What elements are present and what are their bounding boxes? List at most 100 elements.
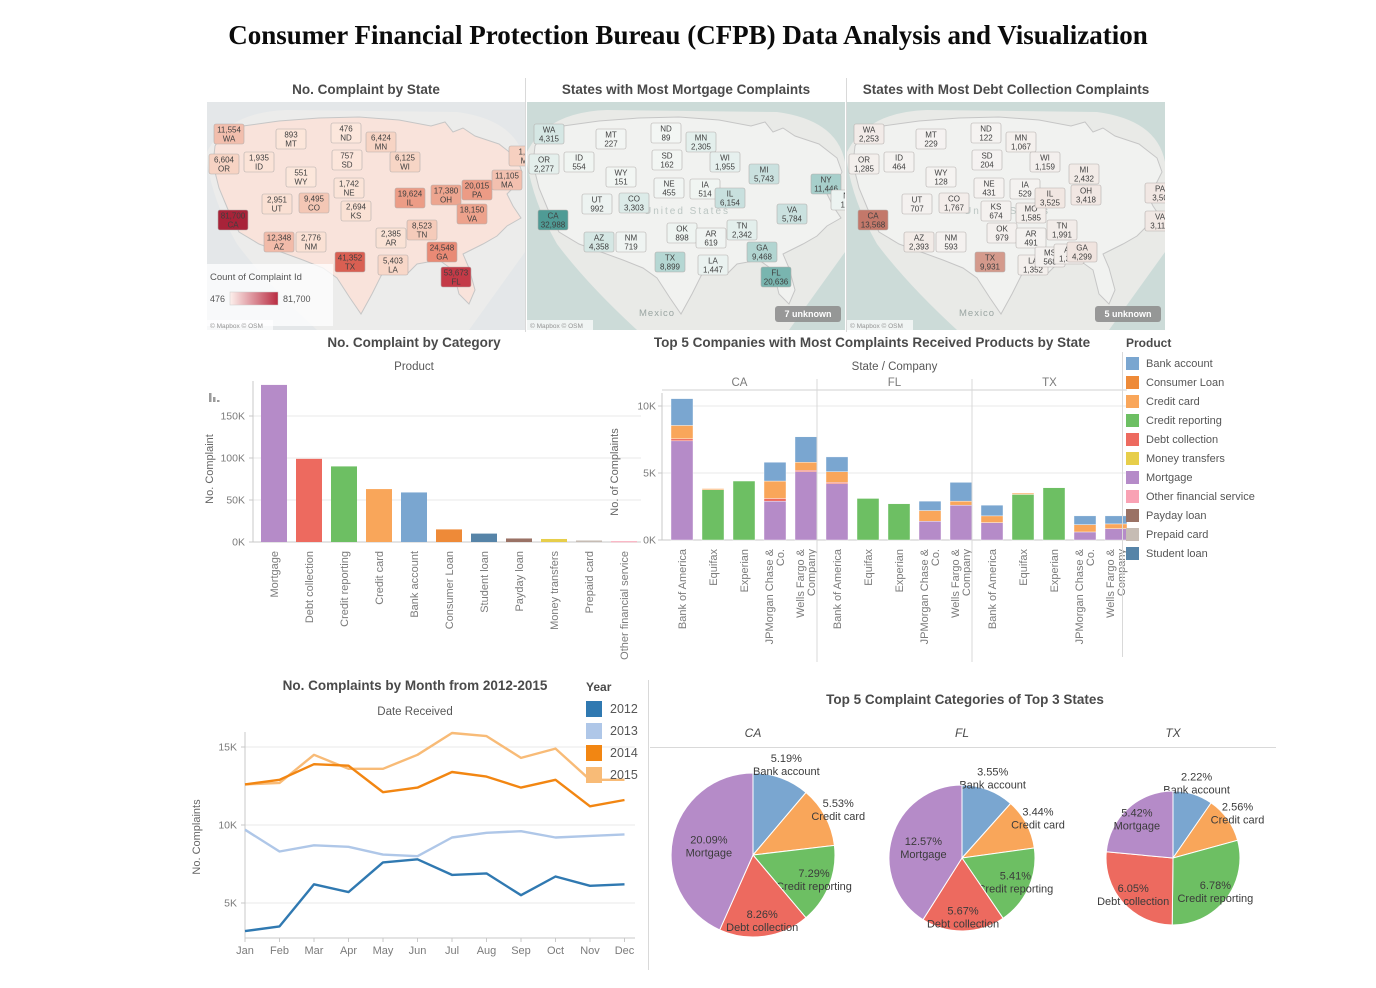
state-VA[interactable]: VA3,116 (1144, 210, 1165, 232)
legend-item-2015[interactable]: 2015 (586, 764, 656, 786)
legend-item-credit_reporting[interactable]: Credit reporting (1126, 411, 1376, 430)
legend-item-student_loan[interactable]: Student loan (1126, 544, 1376, 563)
slice-debt_collection[interactable] (922, 857, 1004, 932)
state-TX[interactable]: TX9,931 (974, 251, 1006, 273)
state-CO[interactable]: CO1,767 (938, 192, 970, 214)
legend-item-other_financial_service[interactable]: Other financial service (1126, 487, 1376, 506)
segment-bank_account[interactable] (670, 398, 694, 426)
bar-credit_card[interactable] (366, 489, 392, 542)
bar-mortgage[interactable] (261, 384, 287, 542)
legend-item-payday_loan[interactable]: Payday loan (1126, 506, 1376, 525)
state-WA[interactable]: WA2,253 (853, 123, 885, 145)
segment-credit_reporting[interactable] (887, 503, 911, 541)
legend-item-bank_account[interactable]: Bank account (1126, 354, 1376, 373)
state-PA[interactable]: PA3,50 (1144, 182, 1165, 204)
bar-bank_account[interactable] (401, 492, 427, 542)
bar-money_transfers[interactable] (541, 538, 567, 542)
slice-credit_reporting[interactable] (1171, 839, 1241, 926)
state-CO[interactable]: CO3,303 (618, 192, 650, 214)
legend-item-money_transfers[interactable]: Money transfers (1126, 449, 1376, 468)
segment-mortgage[interactable] (1073, 531, 1097, 541)
segment-mortgage[interactable] (1104, 528, 1128, 541)
bar-debt_collection[interactable] (296, 458, 322, 542)
state-MI[interactable]: MI5,743 (748, 163, 780, 185)
segment-bank_account[interactable] (918, 500, 942, 511)
slice-credit_card[interactable] (751, 791, 835, 856)
state-AZ[interactable]: AZ2,393 (903, 231, 935, 253)
state-WI[interactable]: WI1,955 (709, 151, 741, 173)
state-OH[interactable]: OH3,418 (1070, 184, 1102, 206)
state-MN[interactable]: MN1,067 (1005, 131, 1037, 153)
segment-mortgage[interactable] (670, 440, 694, 541)
slice-credit_reporting[interactable] (752, 844, 836, 919)
unknown-badge[interactable]: 5 unknown (1095, 306, 1161, 322)
segment-credit_card[interactable] (949, 500, 973, 506)
legend-item-prepaid_card[interactable]: Prepaid card (1126, 525, 1376, 544)
segment-credit_reporting[interactable] (1011, 494, 1035, 541)
bar-prepaid_card[interactable] (576, 540, 602, 542)
slice-debt_collection[interactable] (719, 854, 807, 938)
line-series-2012[interactable] (244, 858, 625, 933)
segment-credit_reporting[interactable] (856, 498, 880, 541)
legend-item-2012[interactable]: 2012 (586, 698, 656, 720)
line-series-2013[interactable] (244, 828, 625, 858)
segment-mortgage[interactable] (763, 500, 787, 541)
legend-item-credit_card[interactable]: Credit card (1126, 392, 1376, 411)
legend-item-2013[interactable]: 2013 (586, 720, 656, 742)
state-MI[interactable]: MI2,432 (1068, 163, 1100, 185)
segment-mortgage[interactable] (949, 504, 973, 541)
state-GA[interactable]: GA4,299 (1066, 241, 1098, 263)
segment-mortgage[interactable] (918, 521, 942, 541)
segment-debt_collection[interactable] (825, 482, 849, 484)
bar-credit_reporting[interactable] (331, 466, 357, 542)
segment-bank_account[interactable] (1104, 515, 1128, 525)
state-N[interactable]: N1,3 (830, 189, 845, 211)
slice-mortgage[interactable] (670, 772, 754, 931)
state-TN[interactable]: TN1,991 (1046, 219, 1078, 241)
segment-mortgage[interactable] (794, 471, 818, 541)
segment-bank_account[interactable] (825, 456, 849, 472)
slice-debt_collection[interactable] (1105, 851, 1174, 926)
segment-bank_account[interactable] (794, 436, 818, 463)
slice-mortgage[interactable] (1105, 790, 1174, 859)
segment-bank_account[interactable] (980, 504, 1004, 517)
slice-credit_reporting[interactable] (961, 847, 1036, 919)
segment-mortgage[interactable] (825, 483, 849, 541)
state-VA[interactable]: VA5,784 (776, 203, 808, 225)
segment-credit_card[interactable] (1011, 492, 1035, 495)
state-OR[interactable]: OR1,285 (848, 153, 880, 175)
segment-debt_collection[interactable] (670, 438, 694, 442)
